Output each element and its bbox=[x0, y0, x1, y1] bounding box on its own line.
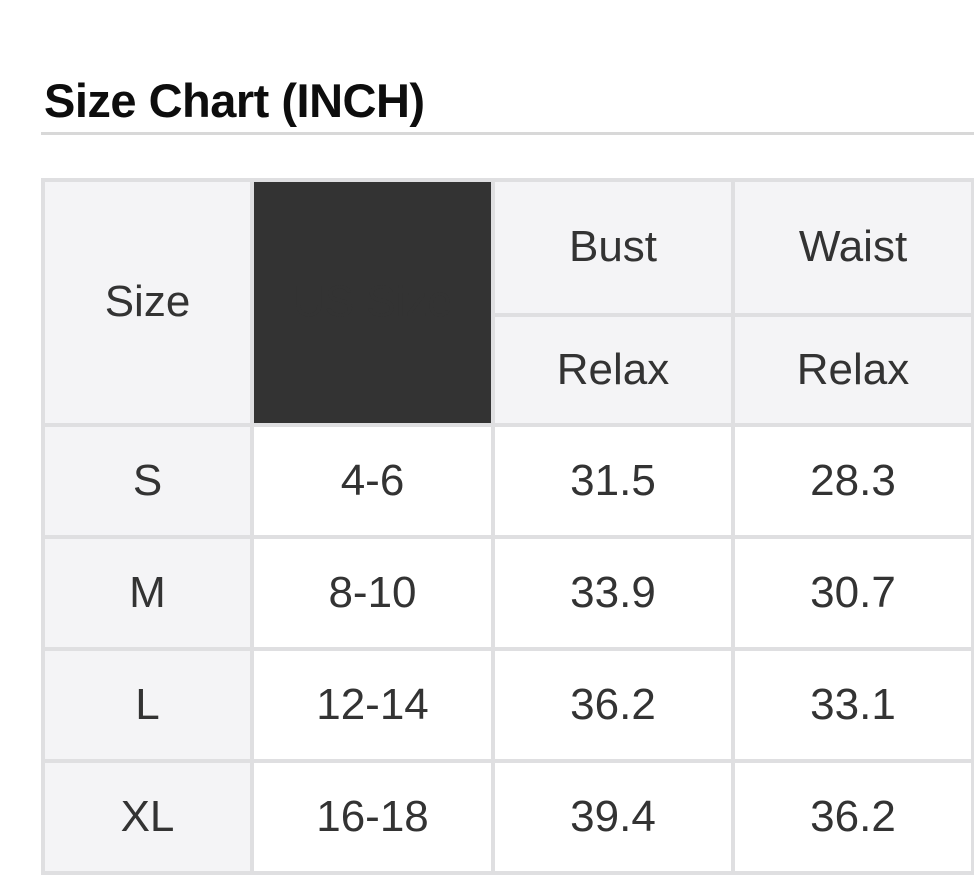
header-cell-bust-relax: Relax bbox=[491, 313, 735, 427]
header-cell-waist: Waist bbox=[731, 178, 974, 317]
bust-cell: 39.4 bbox=[491, 759, 735, 875]
size-cell: S bbox=[41, 423, 254, 539]
waist-cell: 36.2 bbox=[731, 759, 974, 875]
size-chart-table: Size US Size Bust Waist Relax Relax S 4-… bbox=[41, 178, 974, 875]
us-size-cell: 16-18 bbox=[250, 759, 495, 875]
header-cell-waist-relax: Relax bbox=[731, 313, 974, 427]
header-cell-size: Size bbox=[41, 178, 254, 427]
waist-cell: 28.3 bbox=[731, 423, 974, 539]
header-row-fit: Relax Relax bbox=[43, 313, 974, 427]
header-cell-us-size: US Size bbox=[250, 178, 495, 427]
size-chart-table-container: Size US Size Bust Waist Relax Relax S 4-… bbox=[41, 178, 974, 875]
us-size-cell: 8-10 bbox=[250, 535, 495, 651]
size-cell: XL bbox=[41, 759, 254, 875]
table-row-l: L 12-14 36.2 33.1 bbox=[41, 647, 974, 763]
bust-cell: 33.9 bbox=[491, 535, 735, 651]
bust-cell: 31.5 bbox=[491, 423, 735, 539]
page-title: Size Chart (INCH) bbox=[44, 74, 425, 128]
waist-cell: 30.7 bbox=[731, 535, 974, 651]
waist-cell: 33.1 bbox=[731, 647, 974, 763]
table-row-xl: XL 16-18 39.4 36.2 bbox=[41, 759, 974, 875]
us-size-cell: 12-14 bbox=[250, 647, 495, 763]
table-row-s: S 4-6 31.5 28.3 bbox=[41, 423, 974, 539]
us-size-cell: 4-6 bbox=[250, 423, 495, 539]
header-row-measures: Size US Size Bust Waist bbox=[41, 178, 974, 427]
title-divider bbox=[41, 132, 974, 135]
header-cell-bust: Bust bbox=[491, 178, 735, 317]
size-cell: M bbox=[41, 535, 254, 651]
size-cell: L bbox=[41, 647, 254, 763]
bust-cell: 36.2 bbox=[491, 647, 735, 763]
table-row-m: M 8-10 33.9 30.7 bbox=[41, 535, 974, 651]
